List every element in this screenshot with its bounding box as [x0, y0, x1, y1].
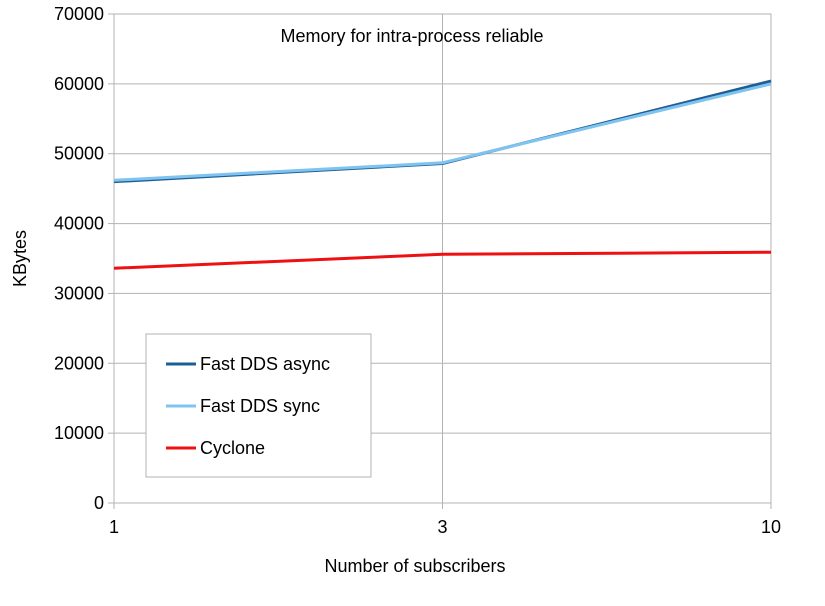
y-tick-label: 70000 [54, 4, 104, 24]
x-tick-label: 3 [437, 517, 447, 537]
plot-frame [113, 13, 772, 504]
y-tick-label: 60000 [54, 74, 104, 94]
legend-label: Cyclone [200, 438, 265, 458]
legend-label: Fast DDS async [200, 354, 330, 374]
x-axis-label: Number of subscribers [324, 556, 505, 576]
chart-title: Memory for intra-process reliable [280, 26, 543, 46]
y-tick-label: 50000 [54, 144, 104, 164]
legend: Fast DDS async Fast DDS sync Cyclone [145, 333, 372, 478]
y-tick-label: 20000 [54, 353, 104, 373]
x-tick-label: 1 [109, 517, 119, 537]
y-tick-labels: 0 10000 20000 30000 40000 50000 60000 70000 [54, 4, 104, 513]
y-tick-label: 0 [94, 493, 104, 513]
y-tick-label: 30000 [54, 283, 104, 303]
legend-label: Fast DDS sync [200, 396, 320, 416]
y-tick-label: 40000 [54, 214, 104, 234]
y-tick-label: 10000 [54, 423, 104, 443]
x-tick-label: 10 [761, 517, 781, 537]
x-tick-labels: 1 3 10 [109, 517, 781, 537]
series-lines [113, 79, 772, 270]
y-axis-label: KBytes [10, 230, 30, 287]
